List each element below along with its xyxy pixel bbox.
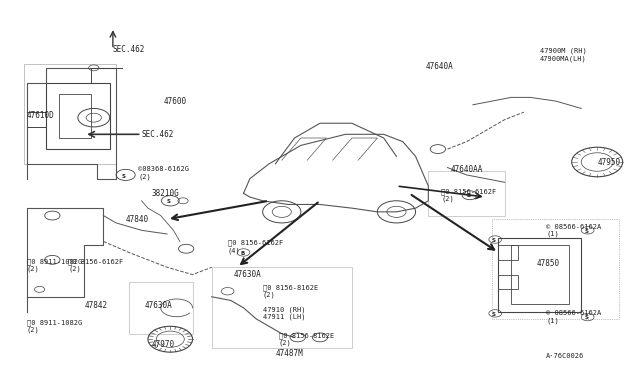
Text: SEC.462: SEC.462 <box>113 45 145 54</box>
Text: 47900M (RH)
47900MA(LH): 47900M (RH) 47900MA(LH) <box>540 48 587 62</box>
Text: ©08368-6162G
(2): ©08368-6162G (2) <box>138 166 189 180</box>
Text: 47610D: 47610D <box>27 111 54 121</box>
Text: 47600: 47600 <box>164 97 187 106</box>
Bar <box>212 267 352 349</box>
Text: S: S <box>492 312 496 317</box>
Text: S: S <box>167 199 171 204</box>
Text: SEC.462: SEC.462 <box>141 130 174 139</box>
Text: ⑂0 8156-8162E
(2): ⑂0 8156-8162E (2) <box>278 332 334 346</box>
Text: 47640AA: 47640AA <box>451 165 483 174</box>
Text: 47850: 47850 <box>537 259 560 268</box>
Text: 47630A: 47630A <box>145 301 173 311</box>
Text: S: S <box>584 315 588 320</box>
Text: 47640A: 47640A <box>425 61 453 71</box>
Text: ⑂0 8156-6162F
(2): ⑂0 8156-6162F (2) <box>441 188 497 202</box>
Text: 47910 (RH)
47911 (LH): 47910 (RH) 47911 (LH) <box>262 307 305 320</box>
Text: B: B <box>467 193 470 199</box>
Text: B: B <box>240 251 244 256</box>
Text: 47950: 47950 <box>597 157 620 167</box>
Bar <box>24 64 116 164</box>
Bar <box>59 94 91 138</box>
Bar <box>129 282 193 334</box>
Text: ⑂0 8156-8162E
(2): ⑂0 8156-8162E (2) <box>262 284 318 298</box>
Bar <box>499 245 518 260</box>
Text: S: S <box>492 238 496 243</box>
Bar <box>46 83 109 149</box>
Text: ⑁0 8911-1082G
(2): ⑁0 8911-1082G (2) <box>27 258 82 272</box>
Text: ⑁0 8911-1082G
(2): ⑁0 8911-1082G (2) <box>27 319 82 333</box>
Text: S: S <box>584 228 588 234</box>
Bar <box>511 245 568 304</box>
Text: 47487M: 47487M <box>275 350 303 359</box>
Text: S: S <box>122 173 125 179</box>
Text: 47970: 47970 <box>151 340 174 349</box>
Text: 47840: 47840 <box>125 215 148 224</box>
Text: ⑂0 8156-6162F
(4): ⑂0 8156-6162F (4) <box>228 240 283 254</box>
Text: 47630A: 47630A <box>234 270 262 279</box>
Text: A·76C0026: A·76C0026 <box>546 353 584 359</box>
Text: 47842: 47842 <box>84 301 108 311</box>
Bar <box>428 171 505 215</box>
Bar <box>499 275 518 289</box>
Text: ⑂0 8156-6162F
(2): ⑂0 8156-6162F (2) <box>68 258 124 272</box>
Bar <box>499 238 581 311</box>
Text: 38210G: 38210G <box>151 189 179 198</box>
Text: © 08566-6162A
(1): © 08566-6162A (1) <box>546 310 602 324</box>
Text: © 08566-6162A
(1): © 08566-6162A (1) <box>546 224 602 237</box>
Bar <box>492 219 620 319</box>
